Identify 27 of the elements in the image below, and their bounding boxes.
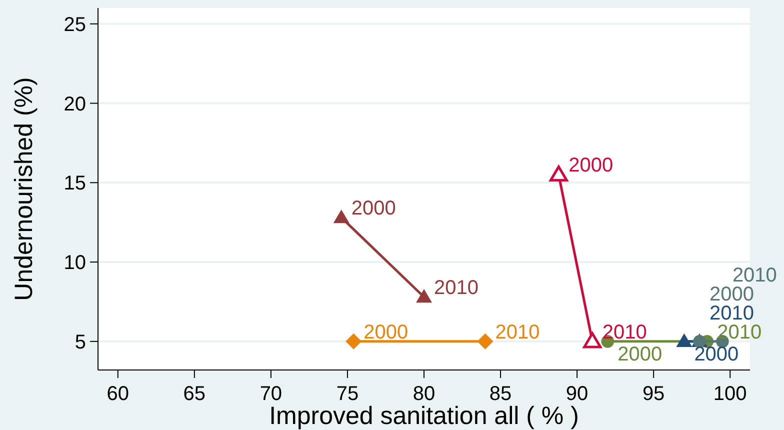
x-tick-label: 80 [412,383,436,405]
x-axis-title: Improved sanitation all ( % ) [269,402,579,430]
y-axis-title: Undernourished (%) [10,77,38,301]
x-tick-label: 90 [566,383,588,405]
x-tick-label: 60 [106,383,130,405]
annotation: 2010 [495,321,540,344]
y-tick-label: 10 [64,252,86,274]
annotation: 2010 [434,276,478,299]
y-tick-label: 15 [64,172,86,195]
point [477,333,494,350]
annotation: 2000 [568,154,614,177]
annotation: 2000 [618,343,662,366]
annotation: 2000 [694,343,739,366]
x-tick-label: 75 [336,383,359,405]
annotation: 2000 [351,198,396,220]
x-tick-label: 70 [260,383,282,405]
x-tick-label: 100 [713,383,747,405]
point [346,333,362,350]
y-tick-label: 25 [64,14,86,36]
annotation: 2000 [364,321,408,344]
point [583,332,602,348]
x-tick-label: 95 [642,383,665,405]
y-tick-label: 20 [64,93,86,116]
x-tick-label: 85 [489,383,512,405]
x-tick-label: 65 [183,383,206,405]
y-tick-label: 5 [74,331,86,354]
annotation: 2010 [602,321,647,344]
